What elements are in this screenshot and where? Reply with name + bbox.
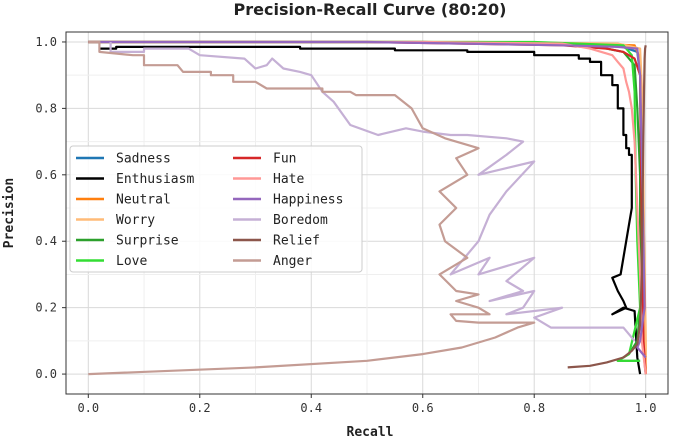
x-tick-label: 0.6 [412, 401, 434, 415]
series-layer [88, 40, 647, 376]
y-tick-label: 1.0 [35, 35, 57, 49]
legend-label-neutral: Neutral [116, 193, 171, 208]
series-line-enthusiasm [99, 45, 642, 375]
legend-label-surprise: Surprise [116, 234, 179, 249]
series-line-anger [88, 40, 536, 376]
legend-label-enthusiasm: Enthusiasm [116, 172, 194, 187]
x-tick-label: 1.0 [635, 401, 657, 415]
legend-label-sadness: Sadness [116, 152, 171, 167]
x-tick-label: 0.4 [300, 401, 322, 415]
y-tick-label: 0.2 [35, 301, 57, 315]
y-tick-label: 0.6 [35, 168, 57, 182]
series-line-boredom [109, 42, 636, 342]
plot-frame [65, 31, 669, 395]
x-tick-label: 0.2 [189, 401, 211, 415]
y-axis-label: Precision [2, 178, 17, 248]
legend-label-worry: Worry [116, 213, 155, 228]
legend-label-fun: Fun [273, 152, 296, 167]
legend-label-hate: Hate [273, 172, 304, 187]
y-tick-label: 0.8 [35, 101, 57, 115]
series-line-happiness [88, 40, 647, 359]
ticks: 0.0 0.2 0.4 0.6 0.8 1.0 0.0 0.2 0.4 0.6 0.8 1.0 [35, 35, 656, 415]
x-tick-label: 0.0 [77, 401, 99, 415]
legend: Sadness Enthusiasm Neutral Worry Surprise Lov… [69, 145, 363, 273]
y-tick-label: 0.4 [35, 234, 57, 248]
legend-label-relief: Relief [273, 234, 320, 249]
y-tick-label: 0.0 [35, 367, 57, 381]
legend-box [69, 145, 363, 273]
x-tick-label: 0.8 [523, 401, 545, 415]
legend-label-boredom: Boredom [273, 213, 328, 228]
chart-title: Precision-Recall Curve (80:20) [234, 0, 507, 19]
x-axis-label: Recall [347, 425, 394, 438]
legend-label-anger: Anger [273, 254, 312, 269]
legend-label-love: Love [116, 254, 147, 269]
series-line-relief [567, 45, 647, 369]
legend-label-happiness: Happiness [273, 193, 343, 208]
